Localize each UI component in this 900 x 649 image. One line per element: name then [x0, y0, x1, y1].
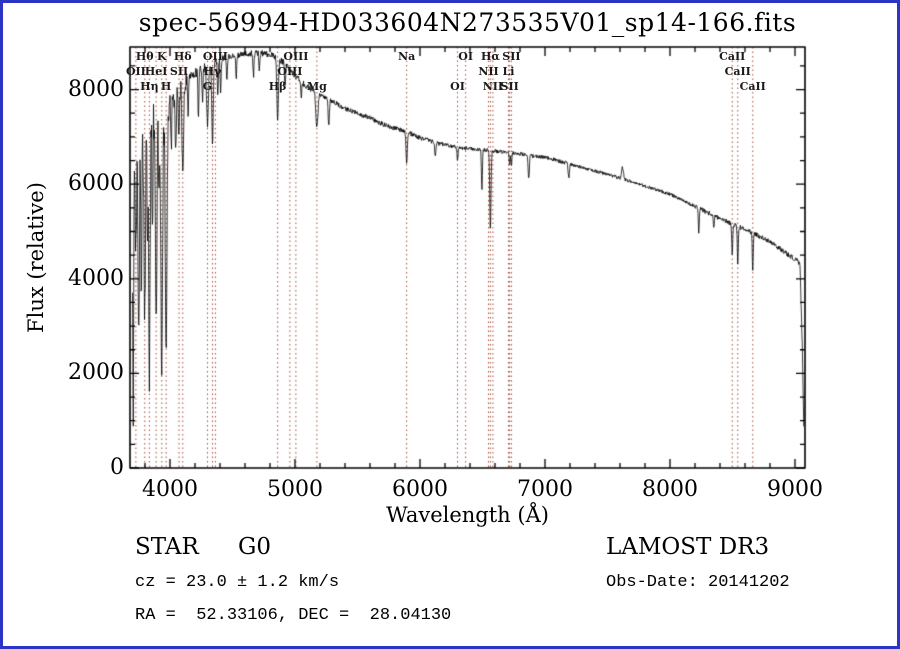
cz-value: cz = 23.0 ± 1.2 km/s — [135, 573, 340, 592]
spectral-line-label: Li — [502, 65, 515, 78]
spectral-line-label: OII — [125, 65, 146, 78]
spectral-line-label: Hγ — [203, 65, 222, 78]
spectral-line-label: Mg — [306, 80, 327, 93]
spectral-line-label: H — [160, 80, 172, 93]
y-tick-label: 8000 — [68, 76, 124, 102]
ra-dec-value: RA = 52.33106, DEC = 28.04130 — [135, 606, 452, 625]
x-tick-label: 4000 — [142, 477, 198, 502]
x-tick-label: 5000 — [267, 477, 323, 502]
spectral-line-label: Hδ — [173, 50, 192, 63]
x-tick-label: 7000 — [517, 477, 573, 502]
obs-date-value: Obs-Date: 20141202 — [606, 573, 790, 592]
spectral-line-label: HeI — [144, 65, 168, 78]
spectral-line-label: CaII — [719, 50, 746, 63]
spectral-line-label: SII — [169, 65, 189, 78]
spectral-line-label: SII — [500, 80, 519, 93]
spectral-line-label: Hα — [480, 50, 500, 63]
spectral-line-label: CaII — [739, 80, 766, 93]
spectral-line-label: OI — [450, 80, 465, 93]
spectral-line-label: Na — [398, 50, 416, 63]
x-tick-label: 6000 — [392, 477, 448, 502]
x-tick-label: 9000 — [767, 477, 823, 502]
x-tick-label: 8000 — [642, 477, 698, 502]
spectral-line-label: Hη — [140, 80, 159, 93]
object-class-label: STAR — [135, 534, 199, 560]
spectral-line-label: Hβ — [268, 80, 287, 93]
x-axis-label: Wavelength (Å) — [386, 503, 549, 527]
spectral-line-label: CaII — [724, 65, 751, 78]
y-tick-label: 0 — [110, 455, 124, 480]
spectral-line-label: Hθ — [135, 50, 154, 63]
spectral-line-label: K — [156, 50, 167, 63]
spectral-line-label: OIII — [202, 50, 228, 63]
spectral-line-label: OIII — [283, 50, 309, 63]
y-axis-label: Flux (relative) — [24, 182, 48, 333]
spectral-line-label: OIII — [277, 65, 303, 78]
spectral-line-label: NII — [482, 80, 504, 93]
y-tick-label: 4000 — [68, 265, 124, 291]
spectral-line-label: OI — [458, 50, 473, 63]
spectral-line-label: SII — [502, 50, 521, 63]
y-tick-label: 2000 — [68, 360, 124, 386]
object-subclass-label: G0 — [238, 534, 272, 560]
plot-title: spec-56994-HD033604N273535V01_sp14-166.f… — [138, 8, 797, 37]
spectral-line-label: G — [202, 80, 213, 93]
spectral-line-label: NII — [478, 65, 499, 78]
y-tick-label: 6000 — [68, 171, 124, 197]
survey-label: LAMOST DR3 — [606, 534, 770, 560]
